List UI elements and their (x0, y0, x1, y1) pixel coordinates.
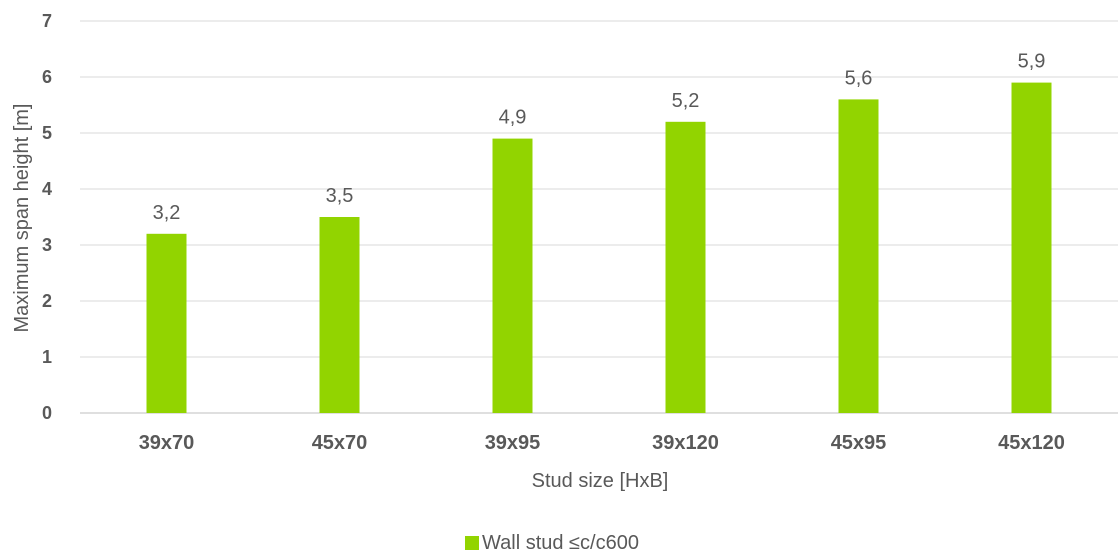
y-tick-label: 1 (42, 347, 52, 367)
y-tick-label: 4 (42, 179, 52, 199)
bar (839, 99, 879, 413)
bar (493, 139, 533, 413)
data-label: 5,6 (845, 67, 873, 89)
legend-swatch (465, 536, 479, 550)
data-label: 5,9 (1018, 51, 1046, 73)
y-tick-label: 0 (42, 403, 52, 423)
gridlines (80, 21, 1118, 413)
y-tick-label: 3 (42, 235, 52, 255)
data-label: 3,5 (326, 185, 354, 207)
x-tick-label: 39x70 (139, 432, 195, 454)
y-tick-label: 5 (42, 123, 52, 143)
data-label: 5,2 (672, 90, 700, 112)
bars (147, 83, 1052, 413)
bar (666, 122, 706, 413)
x-tick-label: 45x120 (998, 432, 1065, 454)
x-axis-title: Stud size [HxB] (532, 470, 669, 492)
data-label: 4,9 (499, 107, 527, 129)
y-tick-label: 6 (42, 67, 52, 87)
bar (147, 234, 187, 413)
legend: Wall stud ≤c/c600 (465, 532, 639, 554)
bar (320, 217, 360, 413)
x-tick-label: 39x120 (652, 432, 719, 454)
x-tick-label: 45x95 (831, 432, 887, 454)
bar (1012, 83, 1052, 413)
y-tick-label: 2 (42, 291, 52, 311)
x-tick-label: 39x95 (485, 432, 541, 454)
y-tick-label: 7 (42, 11, 52, 31)
y-axis-ticks: 0 1 2 3 4 5 6 7 (42, 11, 52, 423)
data-label: 3,2 (153, 202, 181, 224)
x-axis-ticks: 39x70 45x70 39x95 39x120 45x95 45x120 (139, 432, 1065, 454)
legend-label: Wall stud ≤c/c600 (482, 532, 639, 554)
x-tick-label: 45x70 (312, 432, 368, 454)
y-axis-title: Maximum span height [m] (11, 104, 33, 333)
